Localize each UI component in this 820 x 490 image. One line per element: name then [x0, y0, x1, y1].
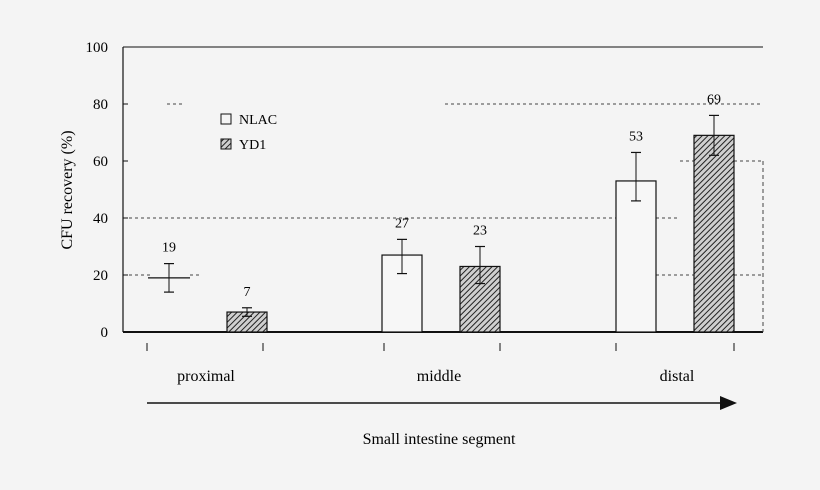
- legend-swatch-yd1: [220, 138, 232, 150]
- value-label: 69: [707, 92, 721, 107]
- value-label: 19: [162, 241, 176, 256]
- y-tick-label: 40: [93, 211, 108, 227]
- x-axis-label: Small intestine segment: [363, 431, 516, 448]
- legend-swatch-nlac: [220, 113, 232, 125]
- bar-nlac-middle: 27: [381, 216, 423, 333]
- y-tick-label: 0: [101, 325, 109, 341]
- bar-yd1-distal: 69: [693, 92, 735, 333]
- bar-yd1-proximal: 7: [226, 285, 268, 333]
- bars: 19 27 53 7 23 69: [148, 92, 735, 333]
- y-tick-label: 20: [93, 268, 108, 284]
- value-label: 53: [629, 129, 643, 144]
- gridlines: [123, 103, 764, 332]
- x-ticks: [146, 343, 735, 351]
- bar-nlac-distal: 53: [615, 129, 657, 333]
- legend: NLAC YD1: [220, 113, 277, 153]
- bar-yd1-middle: 23: [459, 224, 501, 333]
- direction-arrow-icon: [147, 396, 737, 410]
- y-tick-label: 60: [93, 154, 108, 170]
- bar-nlac-proximal: 19: [148, 241, 190, 293]
- y-axis: 0 20 40 60 80 100: [86, 40, 128, 341]
- y-axis-label: CFU recovery (%): [59, 130, 76, 249]
- category-label-distal: distal: [660, 368, 695, 385]
- plot-frame: [122, 46, 763, 333]
- legend-label-yd1: YD1: [239, 138, 266, 153]
- y-tick-label: 100: [86, 40, 109, 56]
- legend-label-nlac: NLAC: [239, 113, 277, 128]
- value-label: 23: [473, 224, 487, 239]
- value-label: 7: [244, 285, 251, 300]
- value-label: 27: [395, 216, 409, 231]
- category-label-proximal: proximal: [177, 368, 235, 385]
- category-label-middle: middle: [417, 368, 461, 385]
- y-tick-label: 80: [93, 97, 108, 113]
